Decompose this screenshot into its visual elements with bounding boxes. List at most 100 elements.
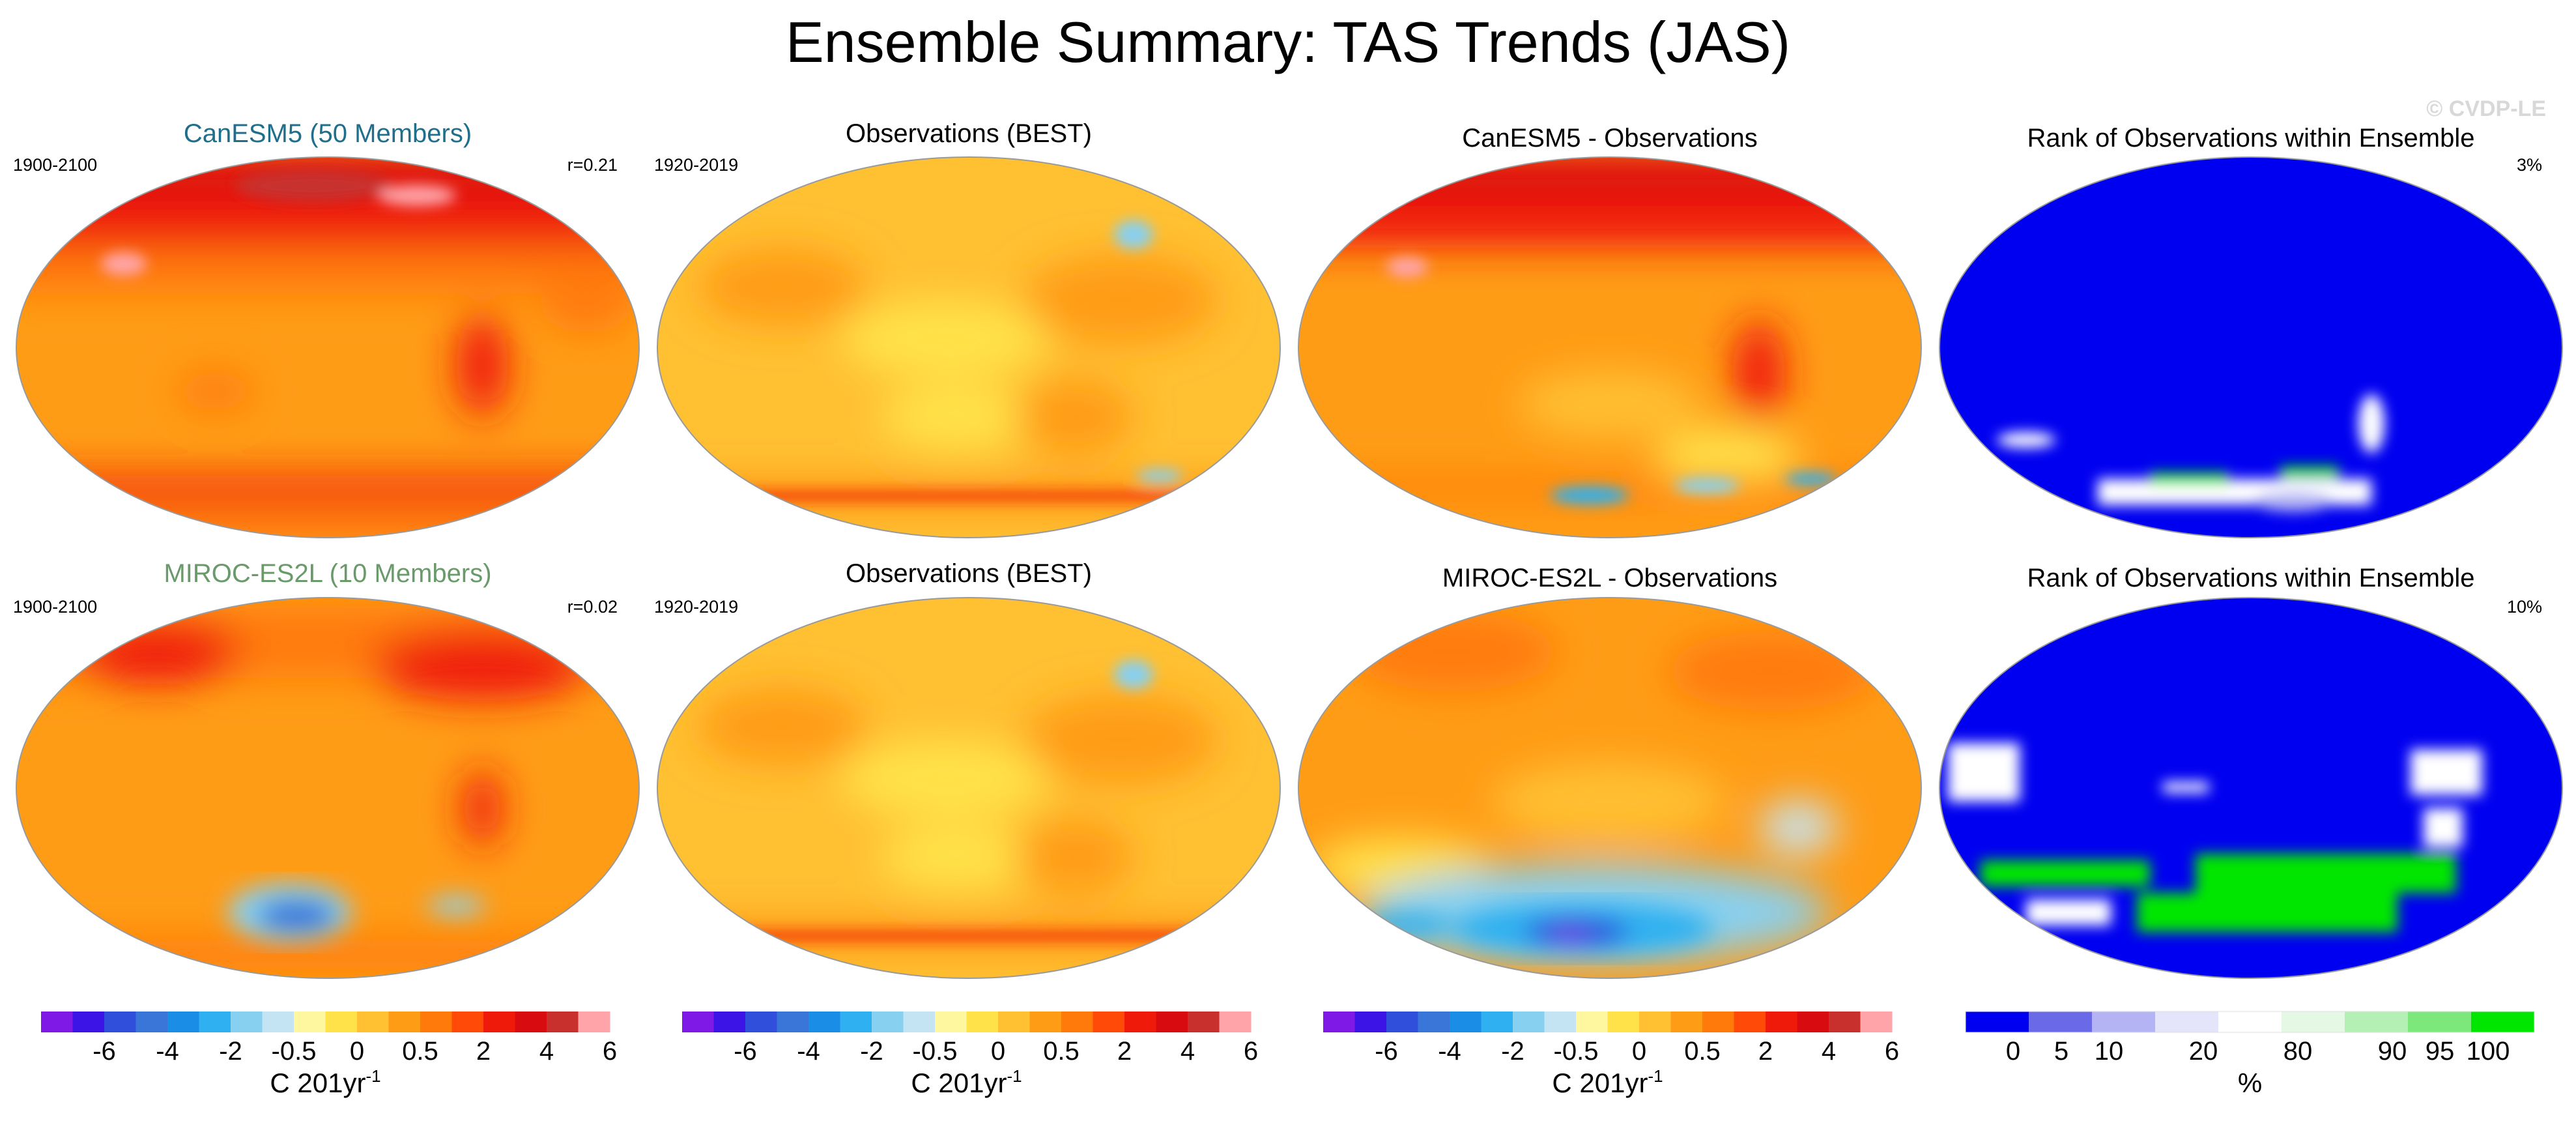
colorbar-swatch [1639, 1012, 1671, 1032]
map-miroc-trend [16, 597, 640, 979]
colorbar-tick-label: -0.5 [1554, 1037, 1599, 1066]
colorbar-swatch [966, 1012, 999, 1032]
colorbar-swatch [903, 1012, 936, 1032]
colorbar-tick-label: 0.5 [1684, 1037, 1721, 1066]
colorbar-swatch [713, 1012, 746, 1032]
colorbar-tick-label: 6 [1885, 1037, 1899, 1066]
rank-percentage-1: 3% [2517, 155, 2542, 175]
colorbar-swatch [1766, 1012, 1797, 1032]
colorbar-tick-label: -6 [734, 1037, 757, 1066]
colorbar-swatch [2345, 1012, 2409, 1032]
colorbar-swatch [872, 1012, 904, 1032]
colorbar-swatch [1418, 1012, 1450, 1032]
colorbar-swatch [1860, 1012, 1893, 1032]
colorbar-tick-label: -4 [797, 1037, 820, 1066]
colorbar-tick-label: 0.5 [402, 1037, 438, 1066]
colorbar-unit-label: C 201yr-1 [911, 1066, 1022, 1098]
colorbar-tick-label: 2 [1117, 1037, 1132, 1066]
colorbar-tick-label: 6 [603, 1037, 617, 1066]
colorbar-swatch [2029, 1012, 2093, 1032]
colorbar-swatch [2155, 1012, 2219, 1032]
colorbar-swatch [420, 1012, 452, 1032]
colorbar-tick-label: -6 [1375, 1037, 1398, 1066]
panel-period-obs-1: 1920-2019 [654, 155, 738, 175]
colorbar-swatch [1829, 1012, 1861, 1032]
colorbar-tick-label: 2 [476, 1037, 491, 1066]
map-rank-2 [1939, 597, 2563, 979]
colorbar-swatch [1029, 1012, 1062, 1032]
colorbar-swatch [1966, 1012, 2029, 1032]
colorbar-tick-label: 10 [2095, 1037, 2124, 1066]
colorbar-trend-3: -6 -4 -2 -0.5 0 0.5 2 4 6 C 201yr-1 [1323, 1012, 1899, 1098]
colorbar-tick-label: 2 [1758, 1037, 1773, 1066]
colorbar-tick-label: 0 [991, 1037, 1005, 1066]
panel-title-diff-2: MIROC-ES2L - Observations [1442, 564, 1777, 592]
colorbar-swatch [1061, 1012, 1093, 1032]
panel-title-rank-2: Rank of Observations within Ensemble [2027, 564, 2475, 592]
colorbar-swatch [1188, 1012, 1220, 1032]
pattern-correlation-1: r=0.21 [567, 155, 618, 175]
colorbar-swatch [1481, 1012, 1513, 1032]
colorbar-swatch [294, 1012, 326, 1032]
colorbar-tick-label: -0.5 [272, 1037, 317, 1066]
colorbar-unit-label: C 201yr-1 [270, 1066, 380, 1098]
map-canesm5-minus-obs [1298, 156, 1922, 538]
colorbar-unit-exponent: -1 [1648, 1066, 1663, 1086]
panel-title-diff-1: CanESM5 - Observations [1462, 124, 1758, 153]
colorbar-swatch [840, 1012, 872, 1032]
colorbar-tick-label: -4 [1438, 1037, 1461, 1066]
colorbar-swatch [935, 1012, 967, 1032]
colorbar-swatch [998, 1012, 1030, 1032]
panel-title-model-2: MIROC-ES2L (10 Members) [164, 559, 491, 588]
colorbar-rank: 0 5 10 20 80 90 95 100% [1965, 1011, 2535, 1098]
colorbar-tick-label: -6 [93, 1037, 116, 1066]
colorbar-swatch [1797, 1012, 1829, 1032]
colorbar-swatch [1450, 1012, 1481, 1032]
colorbar-tick-label: -4 [156, 1037, 179, 1066]
colorbar-swatch [2092, 1012, 2156, 1032]
colorbar-swatch [72, 1012, 105, 1032]
colorbar-tick-label: -2 [219, 1037, 242, 1066]
colorbar-unit-label: C 201yr-1 [1552, 1066, 1663, 1098]
colorbar-swatch [1544, 1012, 1577, 1032]
map-rank-1 [1939, 156, 2563, 538]
map-canesm5-trend [16, 156, 640, 538]
colorbar-tick-label: 95 [2426, 1037, 2455, 1066]
colorbar-swatch [1702, 1012, 1734, 1032]
colorbar-swatch [1386, 1012, 1418, 1032]
panel-period-model-1: 1900-2100 [13, 155, 97, 175]
colorbar-swatch [1513, 1012, 1545, 1032]
colorbar-swatch [2408, 1012, 2472, 1032]
colorbar-swatch [41, 1012, 73, 1032]
colorbar-tick-label: 90 [2378, 1037, 2407, 1066]
colorbar-swatch [1354, 1012, 1387, 1032]
panel-title-obs-1: Observations (BEST) [846, 119, 1092, 148]
colorbar-swatch [451, 1012, 484, 1032]
watermark: © CVDP-LE [2426, 96, 2546, 121]
colorbar-tick-label: 80 [2283, 1037, 2313, 1066]
panel-title-rank-1: Rank of Observations within Ensemble [2027, 124, 2475, 153]
colorbar-tick-label: 4 [539, 1037, 554, 1066]
colorbar-swatch [1219, 1012, 1252, 1032]
colorbar-tick-label: 100 [2467, 1037, 2510, 1066]
colorbar-swatch [1124, 1012, 1156, 1032]
panel-period-model-2: 1900-2100 [13, 597, 97, 617]
colorbar-frame [1965, 1011, 2535, 1033]
colorbar-unit-exponent: -1 [1007, 1066, 1022, 1086]
colorbar-swatch [1156, 1012, 1188, 1032]
colorbar-tick-label: -2 [1501, 1037, 1524, 1066]
map-miroc-minus-obs [1298, 597, 1922, 979]
pattern-correlation-2: r=0.02 [567, 597, 618, 617]
colorbar-swatch [1576, 1012, 1608, 1032]
colorbar-trend-1: -6 -4 -2 -0.5 0 0.5 2 4 6 C 201yr-1 [41, 1012, 617, 1098]
colorbar-swatch [325, 1012, 358, 1032]
colorbar-swatch [357, 1012, 389, 1032]
colorbar-tick-label: 0 [350, 1037, 364, 1066]
colorbar-swatch [388, 1012, 421, 1032]
colorbar-swatch [483, 1012, 515, 1032]
map-observations-trend-2 [657, 597, 1281, 979]
colorbar-swatch [1670, 1012, 1703, 1032]
colorbar-tick-label: 0.5 [1043, 1037, 1080, 1066]
colorbar-trend-2: -6 -4 -2 -0.5 0 0.5 2 4 6 C 201yr-1 [682, 1012, 1258, 1098]
